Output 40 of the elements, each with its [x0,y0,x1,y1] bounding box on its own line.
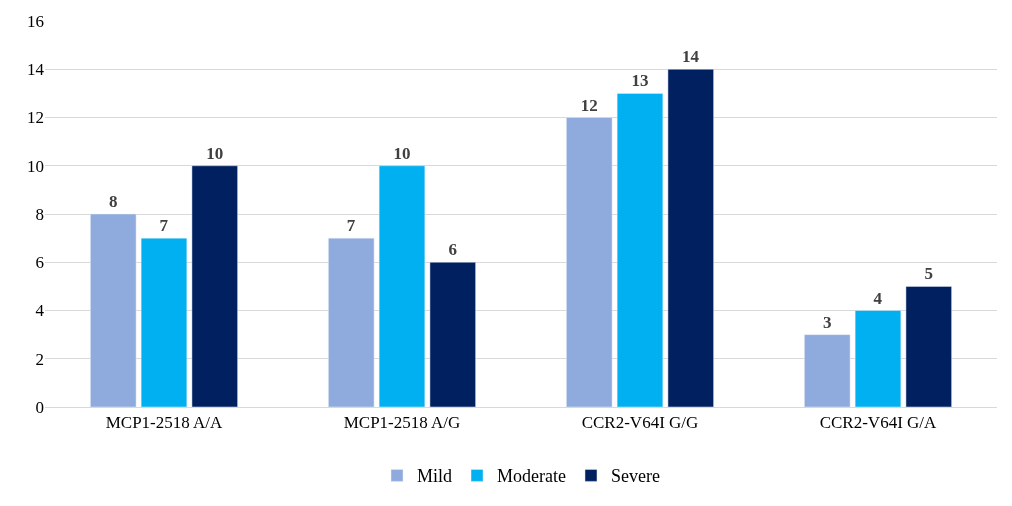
y-tick-label: 10 [27,156,44,176]
bar [854,310,902,407]
data-label: 7 [159,216,169,236]
bar [804,334,851,407]
bar [191,165,238,407]
y-tick-label: 0 [35,397,44,417]
bar [328,237,375,407]
x-tick-label: CCR2-V64I G/A [819,413,938,433]
bar [667,69,714,407]
bar [566,117,613,407]
data-label: 5 [924,264,934,284]
data-label: 4 [873,288,883,308]
x-tick-label: CCR2-V64I G/G [581,413,699,433]
data-label: 3 [822,312,832,332]
bar [616,93,664,407]
data-label: 12 [580,95,598,115]
y-tick-label: 4 [35,301,45,321]
data-label: 8 [108,192,118,211]
data-label: 10 [393,143,411,163]
legend-label: Severe [610,466,660,487]
data-label: 6 [448,240,458,260]
bar [90,213,137,407]
y-tick-label: 12 [27,108,44,128]
y-tick-label: 14 [27,60,45,80]
bar [429,262,476,407]
legend-label: Mild [417,466,453,487]
data-label: 7 [346,216,356,236]
bar [140,237,188,407]
y-tick-label: 8 [35,204,44,224]
y-tick-label: 16 [27,11,44,31]
x-tick-label: MCP1-2518 A/A [105,413,224,433]
y-tick-label: 6 [35,253,44,273]
y-tick-label: 2 [35,349,44,369]
data-label: 10 [206,143,224,163]
legend-label: Moderate [497,466,566,487]
data-label: 14 [682,47,700,67]
bar [905,286,952,407]
x-tick-label: MCP1-2518 A/G [343,413,461,433]
data-label: 13 [631,71,649,91]
bar [378,165,426,407]
